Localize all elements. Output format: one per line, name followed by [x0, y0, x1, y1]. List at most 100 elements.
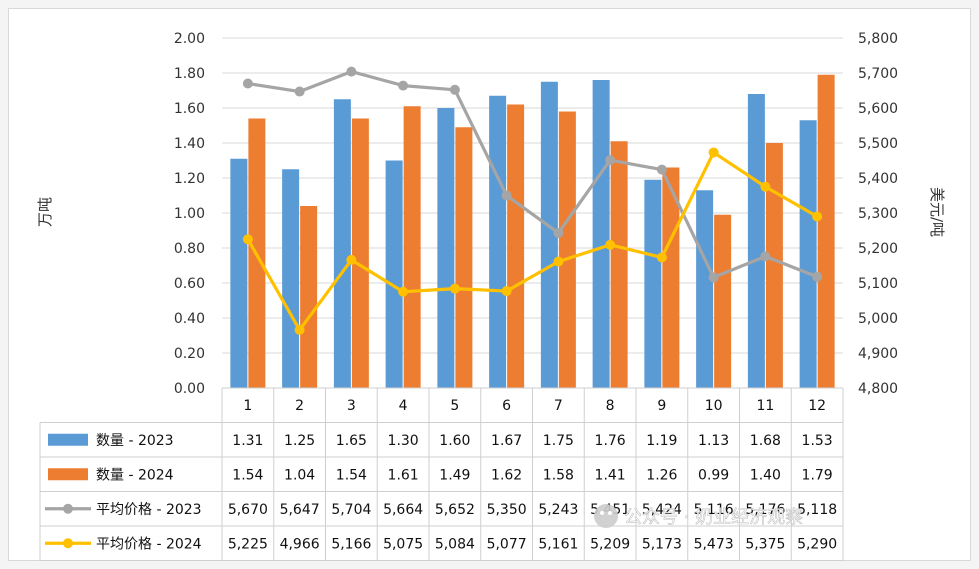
bar — [230, 158, 248, 388]
right-tick-label: 5,800 — [858, 31, 898, 47]
line-point — [656, 252, 667, 263]
data-label: 1.53 — [802, 433, 833, 449]
data-label: 5,424 — [642, 502, 682, 518]
legend-key — [48, 468, 88, 481]
legend-label: 数量 - 2024 — [96, 467, 174, 483]
line-point — [242, 78, 253, 89]
category-label: 10 — [705, 398, 723, 414]
data-label: 5,075 — [383, 536, 423, 552]
data-label: 1.62 — [491, 467, 522, 483]
data-label: 5,350 — [487, 502, 527, 518]
right-axis-title: 美元/吨 — [928, 187, 946, 237]
legend-key-marker — [63, 503, 73, 514]
data-label: 5,243 — [538, 502, 578, 518]
data-label: 1.19 — [646, 433, 677, 449]
right-tick-label: 5,600 — [858, 101, 898, 117]
bar — [455, 127, 473, 388]
data-label: 5,118 — [797, 502, 837, 518]
category-label: 8 — [606, 398, 615, 414]
series-line — [247, 69, 818, 279]
data-label: 1.26 — [646, 467, 677, 483]
bar — [817, 74, 835, 388]
bar — [696, 190, 714, 388]
wechat-icon-eye-right — [608, 511, 612, 515]
bar — [592, 80, 610, 388]
right-tick-label: 5,100 — [858, 276, 898, 292]
data-label: 1.65 — [336, 433, 367, 449]
left-tick-label: 1.40 — [174, 136, 205, 152]
data-label: 5,084 — [435, 536, 475, 552]
left-tick-label: 1.00 — [174, 206, 205, 222]
category-label: 2 — [295, 398, 304, 414]
watermark-text: 公众号 · 奶业经济观察 — [624, 507, 803, 528]
bar — [540, 81, 558, 388]
data-label: 5,161 — [538, 536, 578, 552]
data-label: 1.25 — [284, 433, 315, 449]
axes: 0.00 0.20 0.40 0.60 0.80 1.00 1.20 1.40 1.60 1.80… — [174, 31, 898, 397]
bar — [799, 120, 817, 388]
line-point — [812, 271, 823, 282]
bar — [662, 167, 680, 388]
legend-key — [48, 433, 88, 446]
data-label: 5,473 — [694, 536, 734, 552]
data-label: 5,209 — [590, 536, 630, 552]
line-point — [605, 155, 616, 166]
left-tick-label: 1.60 — [174, 101, 205, 117]
bar — [747, 94, 765, 388]
data-label: 1.60 — [439, 433, 470, 449]
line-point — [553, 256, 564, 267]
bar — [385, 160, 403, 388]
bar — [333, 99, 351, 388]
data-label: 5,290 — [797, 536, 837, 552]
data-label: 5,704 — [331, 502, 371, 518]
data-label: 5,166 — [331, 536, 371, 552]
left-tick-label: 0.00 — [174, 381, 205, 397]
right-tick-label: 5,300 — [858, 206, 898, 222]
bar — [300, 206, 318, 388]
line-point — [760, 251, 771, 262]
wechat-icon-eye-left — [600, 511, 604, 515]
data-label: 4,966 — [280, 536, 320, 552]
category-label: 6 — [502, 398, 511, 414]
right-tick-label: 5,700 — [858, 66, 898, 82]
data-label: 1.54 — [232, 467, 263, 483]
line-point — [708, 272, 719, 283]
data-label: 1.79 — [802, 467, 833, 483]
data-label: 1.41 — [595, 467, 626, 483]
data-label: 1.31 — [232, 433, 263, 449]
data-label: 5,173 — [642, 536, 682, 552]
bar — [351, 118, 369, 388]
legend-label: 数量 - 2023 — [96, 433, 174, 449]
line-point — [501, 286, 512, 297]
left-tick-label: 0.80 — [174, 241, 205, 257]
line-point — [708, 147, 719, 158]
category-label: 7 — [554, 398, 563, 414]
line-point — [605, 239, 616, 250]
left-tick-label: 0.20 — [174, 346, 205, 362]
watermark: 公众号 · 奶业经济观察 — [594, 504, 803, 528]
line-point — [346, 66, 357, 77]
bar — [489, 95, 507, 388]
line-point — [501, 190, 512, 201]
bar — [765, 143, 783, 388]
category-label: 9 — [657, 398, 666, 414]
data-label: 5,664 — [383, 502, 423, 518]
data-label: 5,225 — [228, 536, 268, 552]
data-label: 1.30 — [388, 433, 419, 449]
data-label: 5,116 — [694, 502, 734, 518]
bar — [610, 141, 628, 388]
category-label: 5 — [450, 398, 459, 414]
data-label: 5,176 — [745, 502, 785, 518]
left-tick-label: 2.00 — [174, 31, 205, 47]
line-point — [449, 283, 460, 294]
data-label: 1.67 — [491, 433, 522, 449]
series-line — [246, 150, 818, 332]
data-label: 5,647 — [280, 502, 320, 518]
data-label: 1.61 — [388, 467, 419, 483]
bar — [403, 106, 421, 388]
right-tick-label: 5,200 — [858, 241, 898, 257]
data-label: 1.04 — [284, 467, 315, 483]
data-label: 1.58 — [543, 467, 574, 483]
bar — [282, 169, 300, 388]
